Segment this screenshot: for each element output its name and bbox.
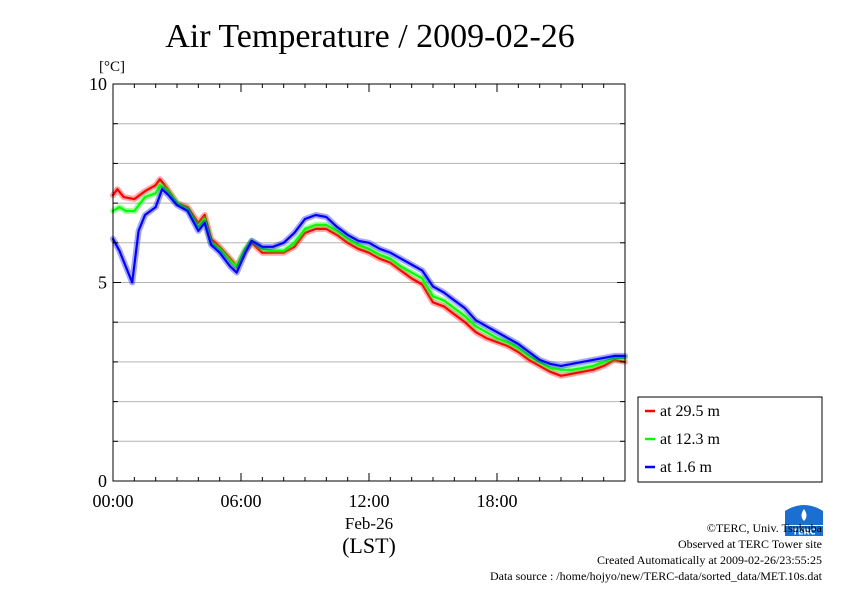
legend-label-1: at 29.5 m xyxy=(660,403,721,420)
credit-observed: Observed at TERC Tower site xyxy=(677,537,822,551)
y-axis-label: [°C] xyxy=(99,59,125,75)
gridlines xyxy=(113,123,625,442)
legend-label-2: at 12.3 m xyxy=(660,431,721,448)
y-tick-labels: 0 5 10 xyxy=(89,74,625,491)
x-tick-labels: 00:00 06:00 12:00 18:00 xyxy=(92,84,626,511)
credit-created: Created Automatically at 2009-02-26/23:5… xyxy=(597,553,822,567)
legend: at 29.5 m at 12.3 m at 1.6 m xyxy=(637,396,823,483)
series-line-3 xyxy=(111,188,627,367)
credits: ©TERC, Univ. Tsukuba Observed at TERC To… xyxy=(490,520,822,584)
credit-copyright: ©TERC, Univ. Tsukuba xyxy=(706,521,822,535)
x-axis-unit: (LST) xyxy=(342,533,396,558)
logo-text: TERC xyxy=(793,528,816,537)
x-tick-label: 06:00 xyxy=(220,491,261,511)
x-tick-label: 00:00 xyxy=(92,491,133,511)
chart-title: Air Temperature / 2009-02-26 xyxy=(165,18,575,55)
credit-source: Data source : /home/hojyo/new/TERC-data/… xyxy=(489,569,822,583)
y-tick-label: 5 xyxy=(98,273,107,293)
y-tick-label: 0 xyxy=(98,471,107,491)
series-line-1 xyxy=(111,178,627,377)
terc-logo-icon: TERC xyxy=(785,505,823,537)
series-lines xyxy=(110,176,628,379)
x-tick-label: 12:00 xyxy=(348,491,389,511)
legend-label-3: at 1.6 m xyxy=(660,459,713,476)
legend-box xyxy=(637,396,823,483)
y-tick-label: 10 xyxy=(89,74,107,94)
x-tick-label: 18:00 xyxy=(476,491,517,511)
x-axis-date: Feb-26 xyxy=(345,514,393,533)
series-line-2 xyxy=(111,184,627,371)
